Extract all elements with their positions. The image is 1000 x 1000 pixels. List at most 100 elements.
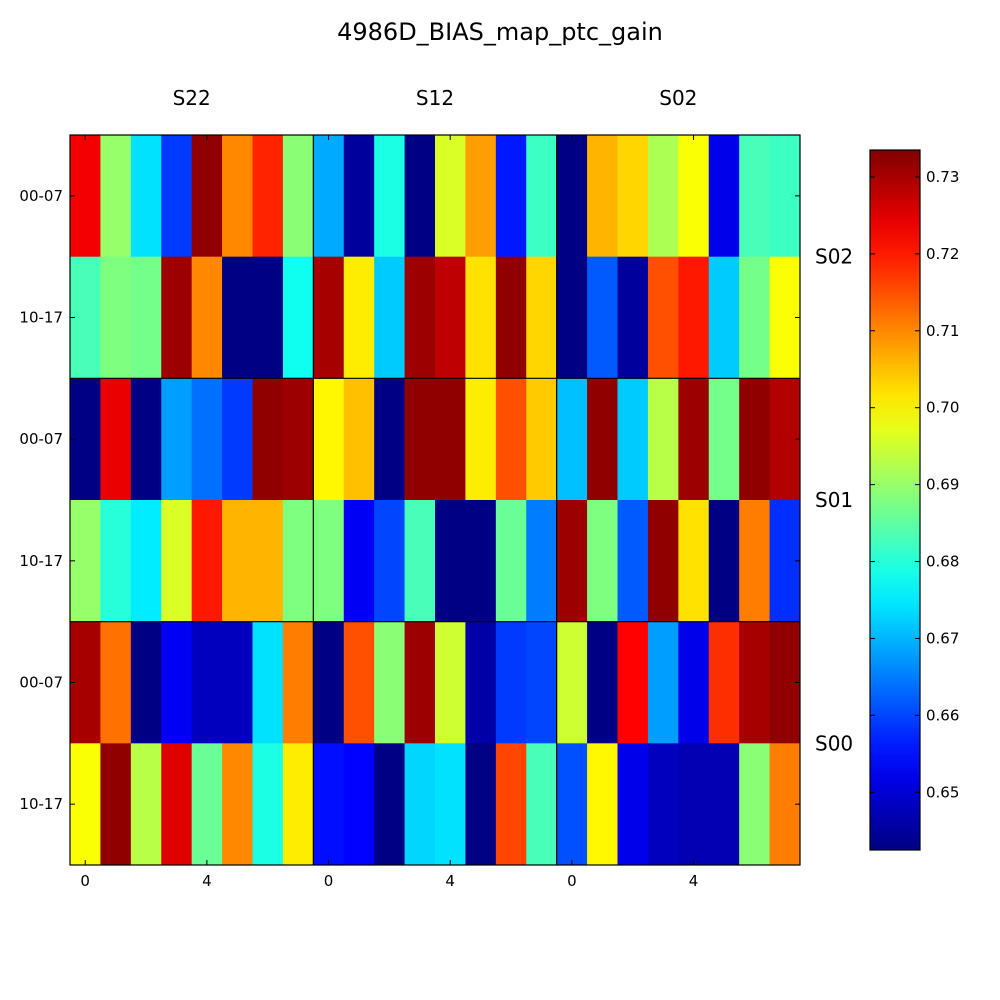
heatmap-cell xyxy=(374,135,405,258)
heatmap-cell xyxy=(678,621,710,744)
row-group-label: S00 xyxy=(815,731,853,755)
heatmap-cell xyxy=(100,378,132,501)
heatmap-cell xyxy=(708,135,740,258)
colorbar-tick-label: 0.69 xyxy=(926,476,959,494)
heatmap-cell xyxy=(404,500,436,623)
heatmap-cell xyxy=(161,621,193,744)
heatmap-cell xyxy=(130,378,162,501)
heatmap-cell xyxy=(526,256,558,379)
heatmap-cell xyxy=(678,743,710,866)
heatmap-cell xyxy=(739,621,770,744)
heatmap-cell xyxy=(100,743,132,866)
heatmap-cell xyxy=(678,256,710,379)
heatmap-cell xyxy=(587,743,618,866)
heatmap-cell xyxy=(100,500,132,623)
heatmap-cell xyxy=(647,621,679,744)
heatmap-cell xyxy=(526,135,558,258)
heatmap-cell xyxy=(70,256,101,379)
heatmap-cell xyxy=(343,621,375,744)
colorbar-tick-label: 0.65 xyxy=(926,783,959,801)
column-group-label: S22 xyxy=(173,86,211,110)
heatmap-cell xyxy=(495,743,527,866)
heatmap-cell xyxy=(252,378,284,501)
heatmap-cell xyxy=(587,135,618,258)
heatmap-cell xyxy=(191,135,223,258)
heatmap-plot: 00-07 10-17 00-07 10-17 00-07 10-17 0 4 0 4 0 4 S22 S… xyxy=(19,86,853,890)
heatmap-cell xyxy=(252,256,284,379)
y-tick-label: 00-07 xyxy=(19,674,63,692)
heatmap-cell xyxy=(313,135,345,258)
heatmap-cell xyxy=(100,135,132,258)
colorbar-tick-label: 0.66 xyxy=(926,706,959,724)
heatmap-cell xyxy=(222,256,253,379)
heatmap-cell xyxy=(435,135,466,258)
heatmap-cell xyxy=(343,500,375,623)
heatmap-cell xyxy=(647,743,679,866)
heatmap-cell xyxy=(161,743,193,866)
row-group-label: S02 xyxy=(815,245,853,269)
x-tick-label: 0 xyxy=(324,872,334,890)
heatmap-cell xyxy=(191,378,223,501)
heatmap-cell xyxy=(130,621,162,744)
heatmap-cell xyxy=(222,135,253,258)
heatmap-cell xyxy=(739,500,770,623)
colorbar-tick-label: 0.71 xyxy=(926,322,959,340)
heatmap-cell xyxy=(526,500,558,623)
heatmap-cell xyxy=(282,256,314,379)
heatmap-cell xyxy=(70,621,101,744)
heatmap-cell xyxy=(708,378,740,501)
chart-title: 4986D_BIAS_map_ptc_gain xyxy=(337,18,663,46)
heatmap-cell xyxy=(647,135,679,258)
heatmap-cell xyxy=(161,135,193,258)
heatmap-cell xyxy=(435,378,466,501)
heatmap-cell xyxy=(617,256,649,379)
heatmap-cell xyxy=(404,621,436,744)
heatmap-cell xyxy=(282,621,314,744)
heatmap-cell xyxy=(374,621,405,744)
colorbar-tick-label: 0.72 xyxy=(926,245,959,263)
x-tick-label: 0 xyxy=(567,872,577,890)
heatmap-cell xyxy=(191,256,223,379)
y-tick-label: 10-17 xyxy=(19,309,63,327)
y-tick-label: 00-07 xyxy=(19,430,63,448)
x-tick-label: 4 xyxy=(202,872,212,890)
heatmap-cell xyxy=(343,743,375,866)
heatmap-cell xyxy=(252,135,284,258)
plot-frame xyxy=(69,134,801,866)
heatmap-cell xyxy=(465,500,497,623)
colorbar-tick-label: 0.67 xyxy=(926,629,959,647)
heatmap-cell xyxy=(282,378,314,501)
heatmap-cell xyxy=(678,135,710,258)
heatmap-cell xyxy=(617,743,649,866)
heatmap-cell xyxy=(313,743,345,866)
colorbar-frame xyxy=(869,149,921,851)
heatmap-cell xyxy=(404,378,436,501)
heatmap-cell xyxy=(617,135,649,258)
heatmap-cell xyxy=(465,621,497,744)
heatmap-cell xyxy=(70,378,101,501)
heatmap-cell xyxy=(252,500,284,623)
heatmap-cell xyxy=(526,378,558,501)
heatmap-cell xyxy=(526,743,558,866)
heatmap-cell xyxy=(556,621,588,744)
heatmap-cell xyxy=(313,500,345,623)
heatmap-cell xyxy=(70,500,101,623)
heatmap-cell xyxy=(465,378,497,501)
heatmap-cell xyxy=(495,135,527,258)
heatmap-cell xyxy=(374,378,405,501)
heatmap-cell xyxy=(495,500,527,623)
heatmap-cell xyxy=(587,256,618,379)
heatmap-cell xyxy=(739,135,770,258)
heatmap-cell xyxy=(617,500,649,623)
heatmap-cell xyxy=(343,378,375,501)
heatmap-cell xyxy=(313,378,345,501)
heatmap-cell xyxy=(647,378,679,501)
heatmap-cell xyxy=(70,743,101,866)
heatmap-cell xyxy=(374,500,405,623)
heatmap-cell xyxy=(465,135,497,258)
heatmap-cell xyxy=(161,500,193,623)
colorbar: 0.65 0.66 0.67 0.68 0.69 0.70 0.71 0.72 0.73 xyxy=(869,149,959,851)
heatmap-cell xyxy=(587,621,618,744)
column-group-label: S02 xyxy=(659,86,697,110)
